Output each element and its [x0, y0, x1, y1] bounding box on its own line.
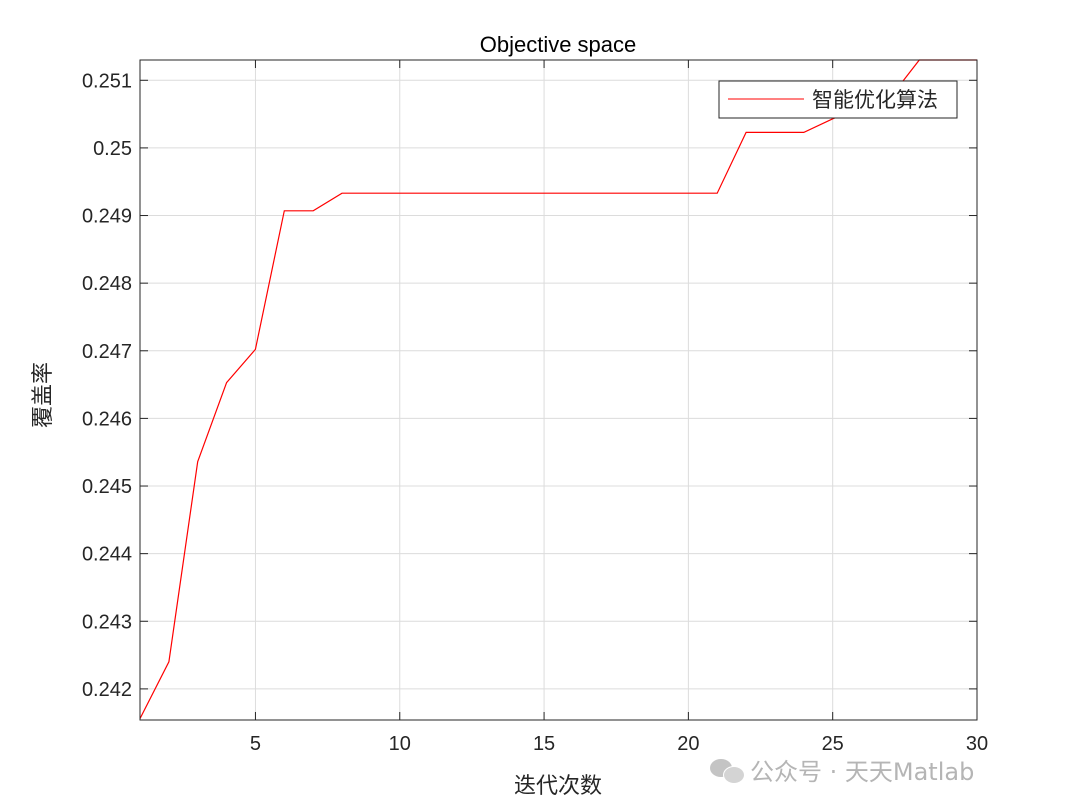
x-tick-label: 25	[822, 733, 844, 755]
y-axis-label: 覆盖率	[31, 362, 56, 428]
y-tick-label: 0.246	[82, 408, 132, 430]
chart-title: Objective space	[480, 32, 637, 57]
wechat-icon	[710, 757, 745, 784]
watermark: 公众号 · 天天Matlab	[710, 752, 974, 787]
y-tick-label: 0.251	[82, 70, 132, 92]
x-axis-label: 迭代次数	[514, 774, 602, 799]
y-tick-label: 0.244	[82, 544, 132, 566]
y-tick-label: 0.242	[82, 679, 132, 701]
grid	[140, 60, 978, 720]
x-tick-label: 5	[250, 733, 261, 755]
y-tick-label: 0.245	[82, 476, 132, 498]
legend-label: 智能优化算法	[812, 88, 938, 112]
y-tick-label: 0.243	[82, 611, 132, 633]
y-tick-label: 0.249	[82, 206, 132, 228]
series	[139, 59, 977, 719]
x-tick-label: 15	[533, 733, 555, 755]
ticks: 5 10 15 20 25 30 0.242 0.243 0.244 0.245 0.246 0.24…	[82, 60, 988, 755]
legend: 智能优化算法	[718, 80, 958, 119]
y-tick-label: 0.25	[93, 138, 132, 160]
series-line	[139, 59, 977, 719]
watermark-text: 公众号 · 天天Matlab	[750, 758, 975, 786]
x-tick-label: 20	[677, 733, 699, 755]
x-tick-label: 30	[966, 733, 988, 755]
x-tick-label: 10	[389, 733, 411, 755]
y-tick-label: 0.248	[82, 273, 132, 295]
axes-box	[139, 59, 978, 721]
y-tick-label: 0.247	[82, 341, 132, 363]
